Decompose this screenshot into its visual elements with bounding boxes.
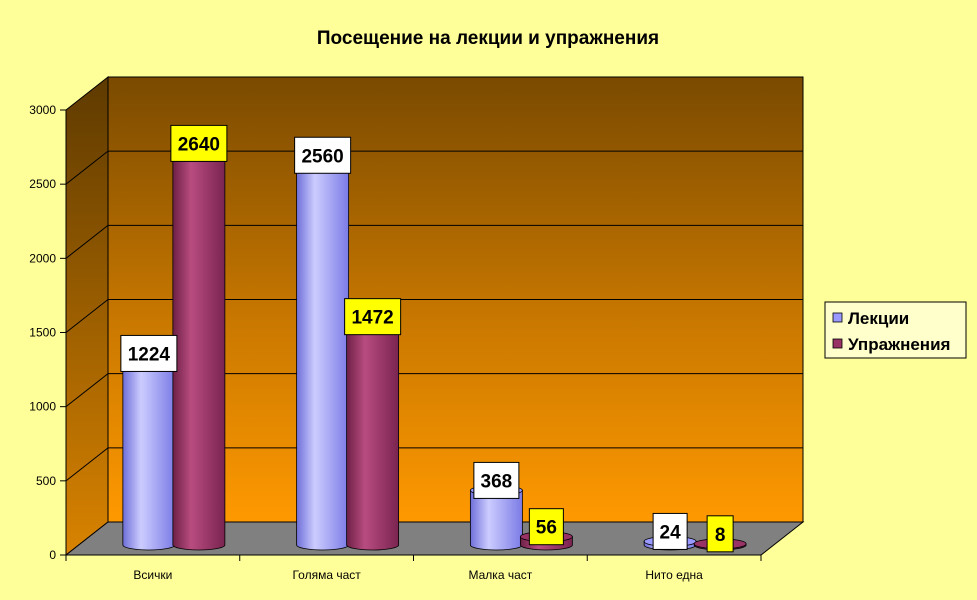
data-label: 2560 [294,136,352,174]
data-label: 56 [528,508,564,546]
bars [122,147,747,551]
bar-body [346,326,400,551]
legend-label-lectures: Лекции [848,309,909,328]
data-label: 8 [706,515,734,553]
gridline-side [65,373,109,408]
gridline-side [65,447,109,482]
y-tick-label: 3000 [29,103,56,117]
data-label-box [344,298,402,336]
y-tick-label: 2500 [29,177,56,191]
gridline-side [65,150,109,185]
y-tick-label: 2000 [29,251,56,265]
data-labels: 1224 2640 2560 1472 368 56 24 8 [120,124,734,553]
chart-title: Посещение на лекции и упражнения [317,28,659,49]
data-label-box [706,515,734,553]
y-tick-label: 1500 [29,326,56,340]
data-label: 24 [652,512,688,550]
category-label: Всички [133,568,172,582]
bar-body [469,490,523,551]
data-label-text: 24 [660,522,682,543]
gridline-side [65,299,109,333]
bar [296,159,350,551]
category-label: Нито една [645,568,703,582]
data-label-text: 2560 [301,146,343,167]
data-label-text: 1224 [128,344,171,365]
data-label-text: 2640 [178,134,220,155]
legend: Лекции Упражнения [824,301,967,359]
bar [122,358,176,551]
data-label: 1224 [120,334,178,372]
legend-label-exercises: Упражнения [848,335,950,354]
data-label-box [120,334,178,372]
legend-swatch-exercises [832,338,843,349]
y-tick-label: 1000 [29,400,56,414]
bar-body [296,164,350,551]
data-label-text: 56 [536,518,557,539]
data-label-box [170,124,228,162]
data-label-box [528,508,564,546]
category-label: Голяма част [292,568,361,582]
data-label-box [294,136,352,174]
data-label: 368 [473,461,520,499]
data-label-text: 8 [715,525,726,546]
value-axis: 0 500 1000 1500 2000 2500 3000 [29,103,762,562]
data-label-text: 1472 [351,308,393,329]
y-tick-label: 0 [49,548,56,562]
data-label-text: 368 [481,471,513,492]
category-label: Малка част [469,568,533,582]
data-label-box [473,461,520,499]
category-axis: Всички Голяма част Малка част Нито една [133,568,703,582]
gridline-side [65,224,109,259]
bar [172,147,226,551]
data-label: 1472 [344,298,402,336]
y-tick-label: 500 [36,474,56,488]
bar-body [172,153,226,551]
bar-body [122,363,176,551]
data-label: 2640 [170,124,228,162]
legend-swatch-lectures [832,312,843,323]
data-label-box [652,512,688,550]
bar [346,321,400,551]
